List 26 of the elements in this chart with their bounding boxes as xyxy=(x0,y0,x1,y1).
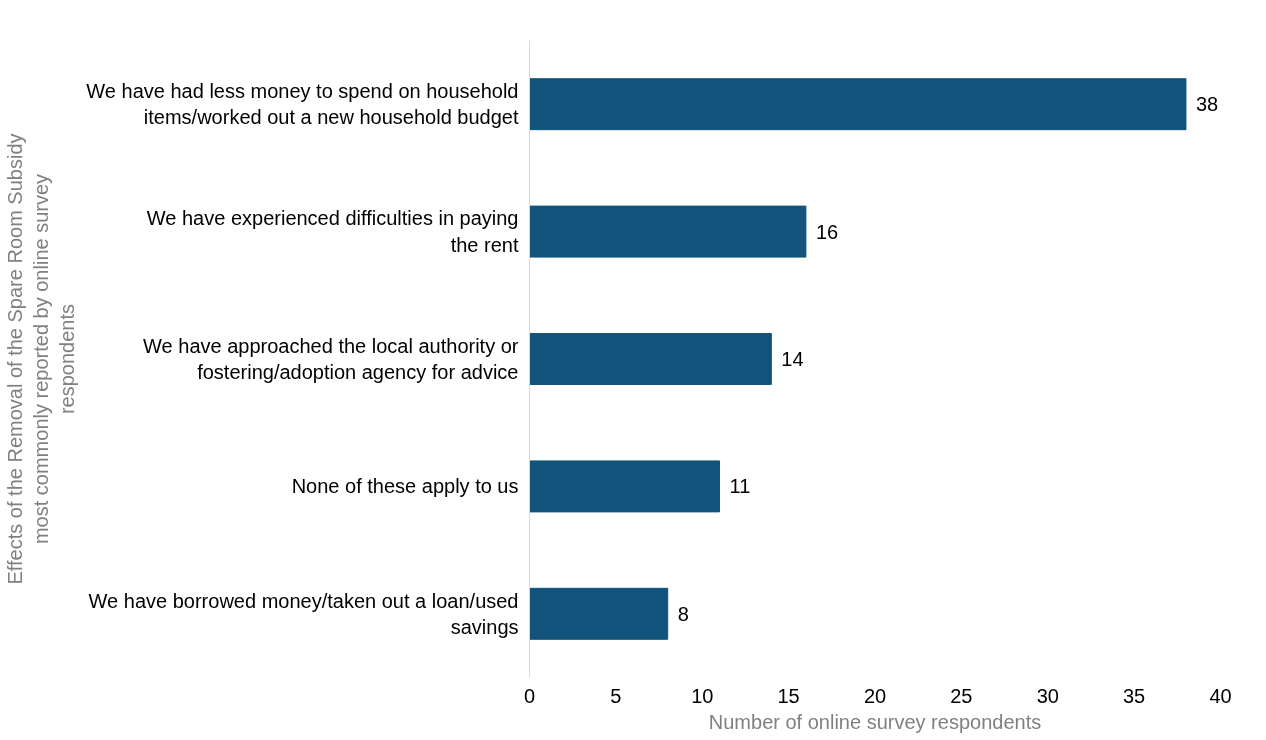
bar xyxy=(529,333,772,385)
bar xyxy=(529,205,807,258)
y-tick-label: None of these apply to us xyxy=(291,475,519,498)
bar xyxy=(529,587,669,640)
data-label: 16 xyxy=(815,220,839,243)
data-label: 11 xyxy=(729,475,751,498)
x-tick-label: 15 xyxy=(777,684,800,707)
bar xyxy=(529,78,1187,131)
y-tick-label: We have had less money to spend on household items/worked out a new household budget xyxy=(86,80,519,129)
data-label: 14 xyxy=(781,348,804,370)
x-tick-label: 10 xyxy=(691,684,714,707)
x-tick-label: 5 xyxy=(610,684,622,707)
y-axis-title: Effects of the Removal of the Spare Room Subsidy most commonly reported by online survey respondents xyxy=(3,133,79,585)
y-tick-label: We have approached the local authority or fostering/adoption agency for advice xyxy=(143,334,519,384)
x-tick-label: 0 xyxy=(523,684,536,707)
data-label: 8 xyxy=(677,602,689,625)
x-tick-label: 40 xyxy=(1209,684,1232,707)
data-label: 38 xyxy=(1195,93,1219,116)
x-axis-title: Number of online survey respondents xyxy=(708,710,1042,733)
y-tick-label: We have borrowed money/taken out a loan/used savings xyxy=(88,589,519,638)
bar xyxy=(529,460,721,513)
x-tick-label: 30 xyxy=(1036,684,1059,707)
x-tick-label: 25 xyxy=(950,684,973,707)
x-tick-label: 35 xyxy=(1123,684,1146,707)
y-tick-label: We have experienced difficulties in paying the rent xyxy=(146,207,519,256)
x-tick-label: 20 xyxy=(863,684,887,707)
